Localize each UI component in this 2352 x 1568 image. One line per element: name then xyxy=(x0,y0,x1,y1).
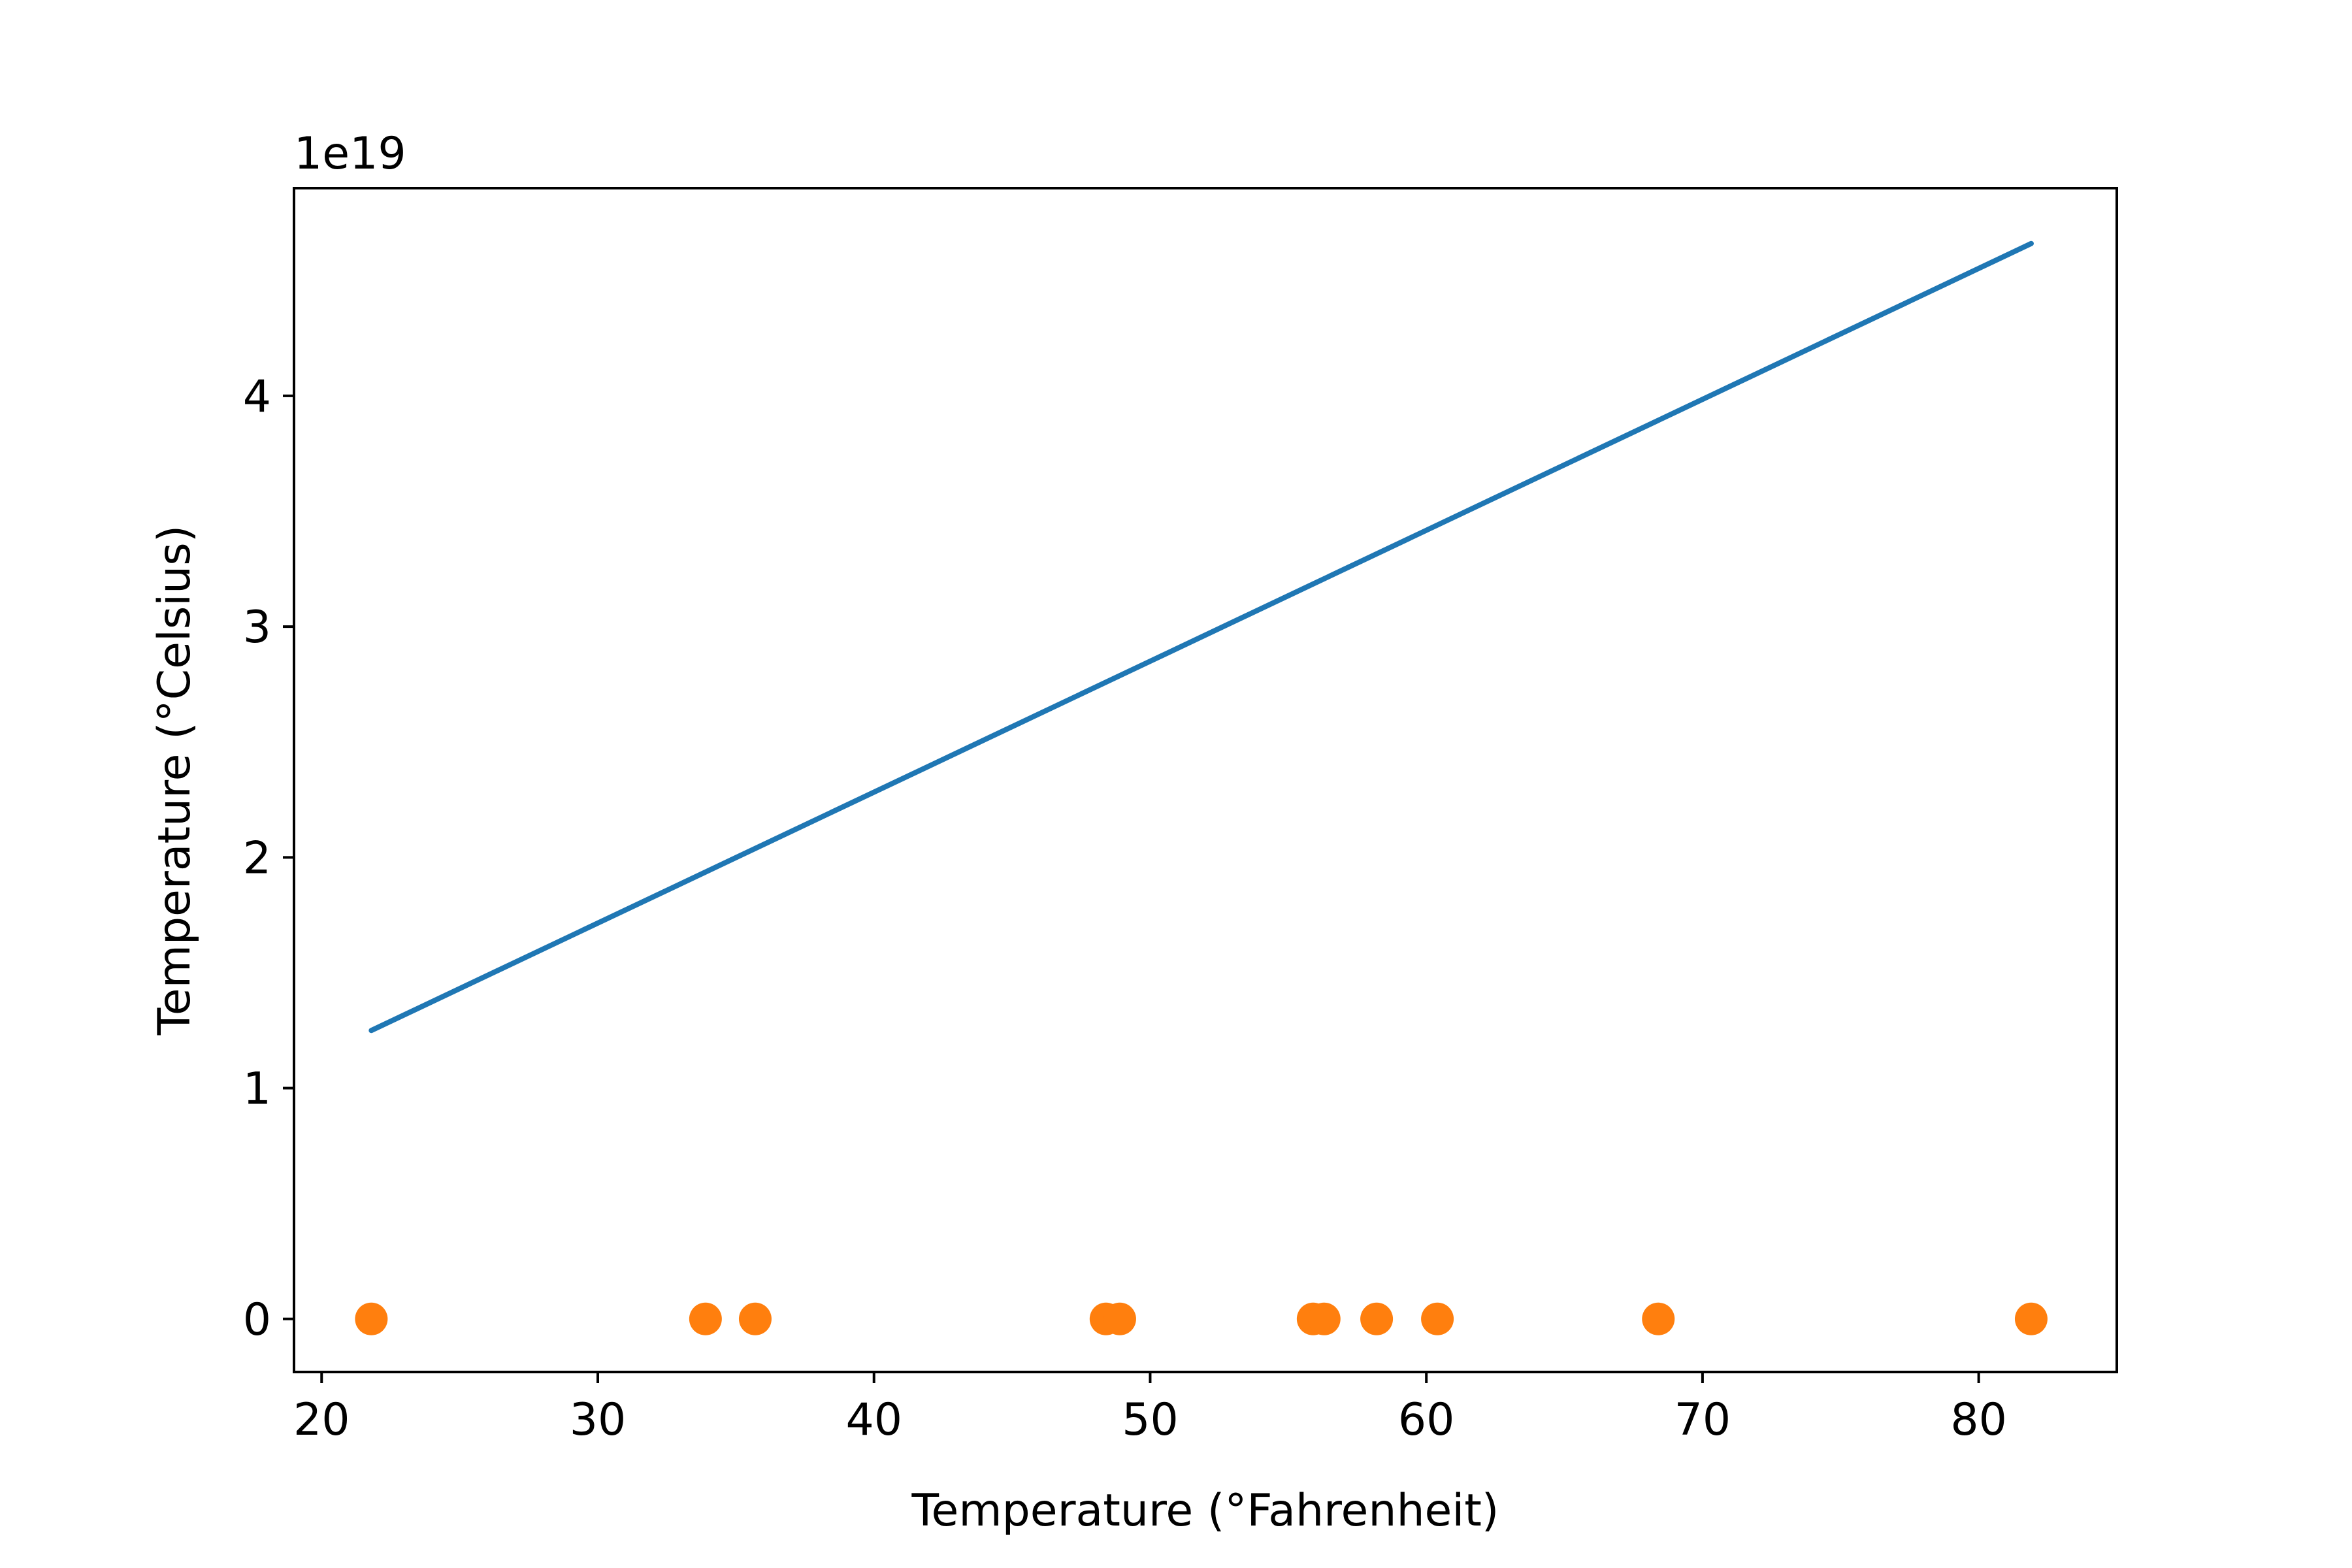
scatter-point xyxy=(689,1303,722,1335)
plot-area xyxy=(355,244,2048,1335)
y-tick-label: 4 xyxy=(243,371,271,423)
scatter-point xyxy=(739,1303,772,1335)
x-tick-label: 20 xyxy=(293,1394,350,1446)
x-tick-label: 60 xyxy=(1398,1394,1455,1446)
y-tick-label: 1 xyxy=(243,1064,271,1115)
x-tick-label: 70 xyxy=(1674,1394,1731,1446)
x-tick-label: 40 xyxy=(845,1394,902,1446)
y-tick-label: 2 xyxy=(243,832,271,884)
x-axis-label: Temperature (°Fahrenheit) xyxy=(911,1485,1499,1537)
y-tick-label: 3 xyxy=(243,602,271,653)
y-axis: 0 1 2 3 4 xyxy=(243,371,294,1346)
scatter-point xyxy=(1642,1303,1674,1335)
y-axis-label: Temperature (°Celsius) xyxy=(149,525,201,1036)
axes-frame xyxy=(294,188,2117,1372)
series-line xyxy=(371,244,2031,1030)
scatter-point xyxy=(355,1303,387,1335)
x-axis: 20 30 40 50 60 70 80 xyxy=(293,1372,2007,1446)
scatter-point xyxy=(1421,1303,1454,1335)
x-tick-label: 80 xyxy=(1950,1394,2007,1446)
scatter-point xyxy=(1308,1303,1341,1335)
y-tick-label: 0 xyxy=(243,1294,271,1346)
x-tick-label: 50 xyxy=(1122,1394,1179,1446)
scatter-point xyxy=(2015,1303,2048,1335)
y-offset-label: 1e19 xyxy=(294,128,406,180)
x-tick-label: 30 xyxy=(570,1394,627,1446)
scatter-point xyxy=(1103,1303,1136,1335)
scatter-point xyxy=(1360,1303,1393,1335)
